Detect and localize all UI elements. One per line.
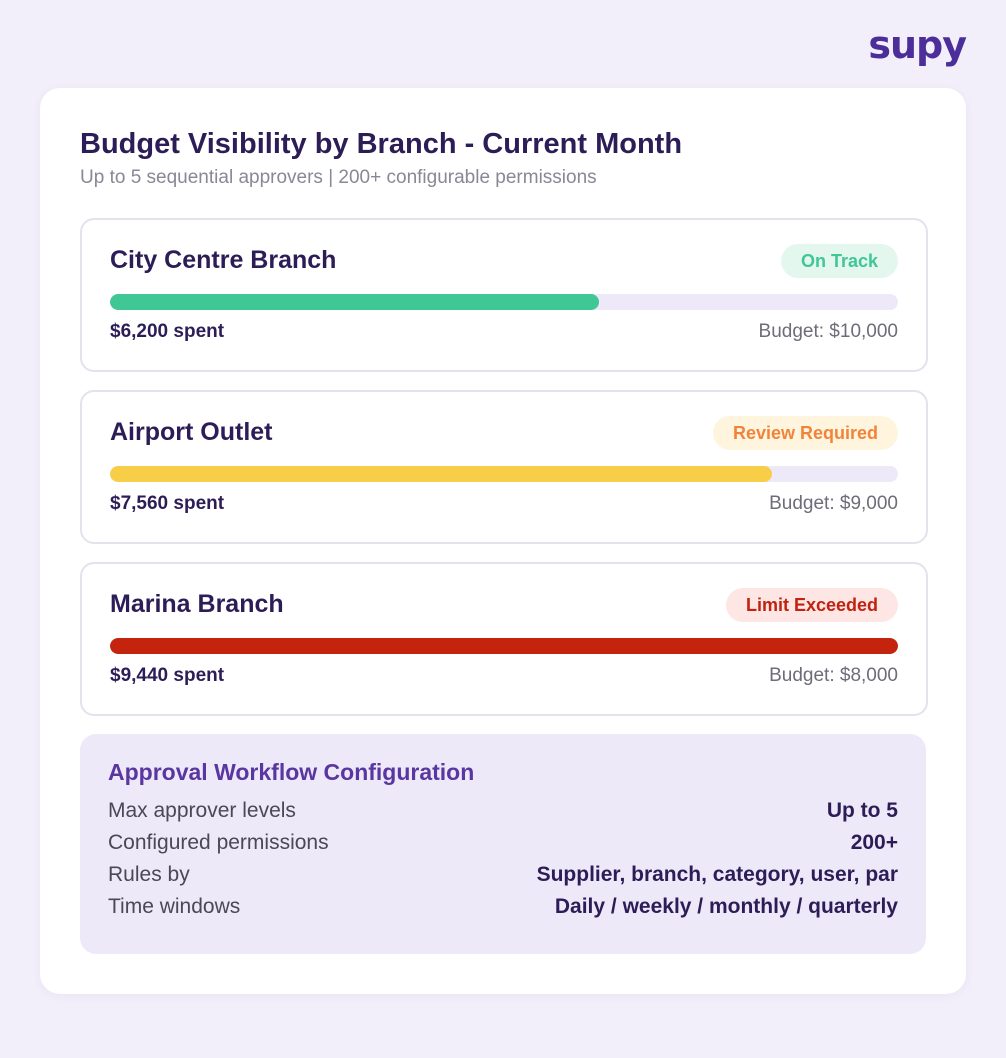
budget-progress-fill [110, 294, 599, 310]
config-row-value: Daily / weekly / monthly / quarterly [554, 895, 898, 918]
budget-progress-track [110, 638, 898, 654]
config-row-max-approvers: Max approver levels Up to 5 [108, 799, 898, 827]
spent-amount: $7,560 spent [110, 493, 225, 514]
budget-amount: Budget: $10,000 [758, 321, 898, 342]
branch-card-airport-outlet: Airport Outlet Review Required $7,560 sp… [80, 390, 928, 544]
branch-name: City Centre Branch [110, 246, 337, 274]
config-row-time-windows: Time windows Daily / weekly / monthly / … [108, 895, 898, 923]
config-title: Approval Workflow Configuration [108, 759, 475, 785]
budget-progress-fill [110, 466, 772, 482]
config-row-value: Supplier, branch, category, user, par [536, 863, 898, 886]
budget-progress-track [110, 466, 898, 482]
config-row-label: Configured permissions [108, 831, 329, 854]
branch-card-city-centre: City Centre Branch On Track $6,200 spent… [80, 218, 928, 372]
budget-amount: Budget: $9,000 [769, 493, 898, 514]
spent-amount: $9,440 spent [110, 665, 225, 686]
budget-card: Budget Visibility by Branch - Current Mo… [40, 88, 966, 994]
page-title: Budget Visibility by Branch - Current Mo… [80, 128, 683, 160]
config-row-rules: Rules by Supplier, branch, category, use… [108, 863, 898, 891]
config-row-value: 200+ [850, 831, 898, 854]
config-row-permissions: Configured permissions 200+ [108, 831, 898, 859]
branch-name: Airport Outlet [110, 418, 273, 446]
budget-progress-fill [110, 638, 898, 654]
config-row-label: Rules by [108, 863, 190, 886]
status-badge: Limit Exceeded [725, 588, 898, 622]
branch-card-marina: Marina Branch Limit Exceeded $9,440 spen… [80, 562, 928, 716]
config-row-label: Time windows [108, 895, 241, 918]
page-subtitle: Up to 5 sequential approvers | 200+ conf… [80, 167, 597, 188]
budget-amount: Budget: $8,000 [769, 665, 898, 686]
supy-logo: supy [868, 23, 967, 67]
config-row-label: Max approver levels [108, 799, 296, 822]
status-badge: On Track [780, 244, 898, 278]
approval-workflow-panel: Approval Workflow Configuration Max appr… [80, 734, 926, 954]
budget-progress-track [110, 294, 898, 310]
branch-name: Marina Branch [110, 590, 284, 618]
spent-amount: $6,200 spent [110, 321, 225, 342]
config-row-value: Up to 5 [826, 799, 898, 822]
status-badge: Review Required [712, 416, 898, 450]
